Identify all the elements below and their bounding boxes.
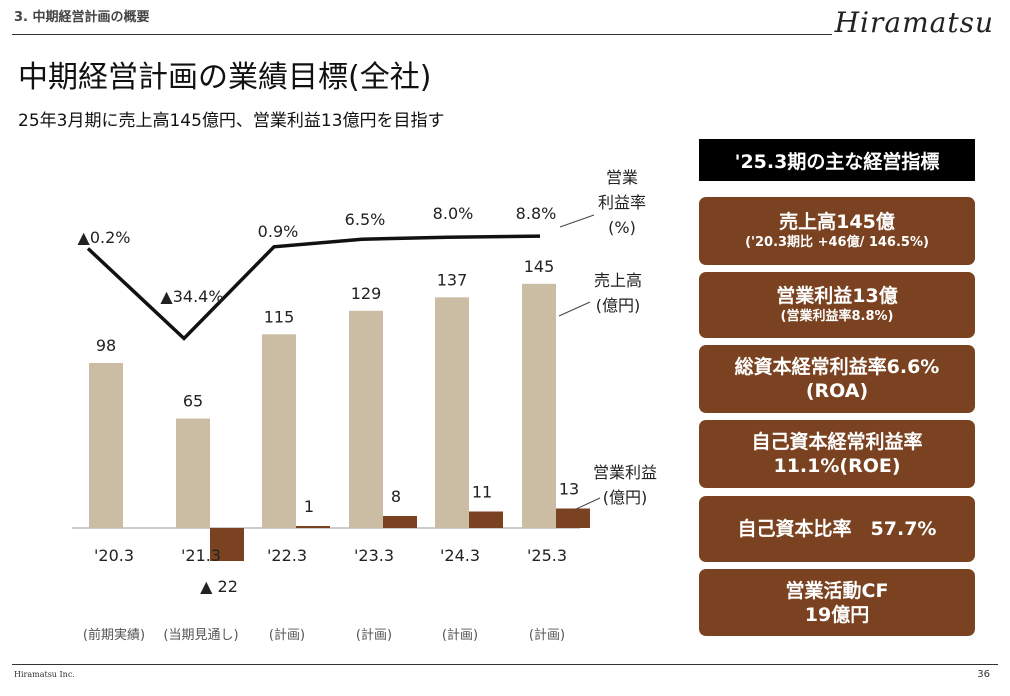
revenue-bar <box>522 283 556 528</box>
section-label: 3. 中期経営計画の概要 <box>14 10 150 25</box>
kpi-equity-ratio-value: 自己資本比率 57.7% <box>737 518 937 540</box>
kpi-roa: 総資本経常利益率6.6% (ROA) <box>699 345 975 413</box>
profit-legend-label: 営業利益 <box>593 463 657 482</box>
x-tick-label: '25.3 <box>527 546 567 565</box>
margin-point-label: ▲34.4% <box>160 287 223 306</box>
revenue-bar-label: 145 <box>524 257 555 276</box>
profit-bar <box>469 511 503 528</box>
kpi-operating-profit: 営業利益13億 (営業利益率8.8%) <box>699 272 975 338</box>
margin-point-label: 8.8% <box>516 204 557 223</box>
kpi-operating-cf-value: 19億円 <box>804 603 870 626</box>
page-title: 中期経営計画の業績目標(全社) <box>18 60 432 95</box>
revenue-legend-label: 売上高 <box>594 271 642 290</box>
margin-legend-unit: (%) <box>608 218 636 237</box>
kpi-roa-value: 総資本経常利益率6.6% <box>734 356 940 378</box>
kpi-roe-value: 11.1%(ROE) <box>773 455 901 477</box>
margin-point-label: 0.9% <box>258 222 299 241</box>
kpi-roe: 自己資本経常利益率 11.1%(ROE) <box>699 420 975 488</box>
profit-bar <box>556 508 590 528</box>
kpi-header: '25.3期の主な経営指標 <box>699 139 975 181</box>
footer-divider <box>12 664 998 665</box>
profit-bar <box>296 526 330 528</box>
kpi-roa-label: (ROA) <box>805 380 869 402</box>
x-category-note: (計画) <box>442 627 478 643</box>
revenue-bar <box>349 310 383 528</box>
kpi-revenue: 売上高145億 ('20.3期比 +46億/ 146.5%) <box>699 197 975 265</box>
profit-bar-label: ▲ 22 <box>200 577 238 596</box>
kpi-roe-label: 自己資本経常利益率 <box>751 431 923 453</box>
company-logo: Hiramatsu <box>834 6 994 39</box>
revenue-bar-label: 137 <box>437 270 468 289</box>
x-tick-label: '23.3 <box>354 546 394 565</box>
revenue-bar-label: 129 <box>351 284 382 303</box>
x-category-note: (計画) <box>356 627 392 643</box>
footer-company: Hiramatsu Inc. <box>14 670 75 679</box>
revenue-bar <box>176 418 210 528</box>
revenue-legend-unit: (億円) <box>596 296 641 315</box>
margin-legend-label: 利益率 <box>598 193 646 212</box>
profit-bar <box>210 528 244 561</box>
operating-margin-line <box>86 234 541 341</box>
page-number: 36 <box>977 669 990 680</box>
profit-bar-label: 8 <box>391 487 401 506</box>
x-category-note: (当期見通し) <box>163 628 238 643</box>
kpi-operating-profit-note: (営業利益率8.8%) <box>780 309 894 324</box>
revenue-bar-label: 98 <box>96 336 116 355</box>
margin-legend-leader <box>559 214 595 228</box>
x-tick-label: '22.3 <box>267 546 307 565</box>
revenue-legend-leader <box>558 301 591 317</box>
profit-bar-label: 1 <box>304 497 314 516</box>
margin-point-label: 6.5% <box>345 210 386 229</box>
margin-point-label: ▲0.2% <box>78 228 131 247</box>
profit-bar-label: 13 <box>559 480 579 499</box>
page-subtitle: 25年3月期に売上高145億円、営業利益13億円を目指す <box>18 111 445 131</box>
profit-bar-label: 11 <box>472 483 492 502</box>
profit-bar <box>383 516 417 528</box>
x-tick-label: '21.3 <box>181 546 221 565</box>
margin-legend-label: 営業 <box>606 168 638 187</box>
profit-legend-unit: (億円) <box>603 488 648 507</box>
x-tick-label: '20.3 <box>94 546 134 565</box>
kpi-equity-ratio: 自己資本比率 57.7% <box>699 496 975 562</box>
header-divider <box>12 34 832 35</box>
x-tick-label: '24.3 <box>440 546 480 565</box>
x-category-note: (計画) <box>529 627 565 643</box>
kpi-operating-cf: 営業活動CF 19億円 <box>699 569 975 636</box>
performance-chart: 98 '20.3 (前期実績) 65 ▲ 22 '21.3 (当期見通し) 115 1 '22.3… <box>72 168 657 643</box>
profit-legend-leader <box>573 497 601 511</box>
margin-point-label: 8.0% <box>433 204 474 223</box>
revenue-bar <box>435 297 469 528</box>
x-category-note: (前期実績) <box>83 627 145 643</box>
kpi-revenue-value: 売上高145億 <box>779 211 895 233</box>
revenue-bar <box>89 362 123 528</box>
kpi-operating-cf-label: 営業活動CF <box>785 579 889 602</box>
revenue-bar <box>262 334 296 528</box>
kpi-revenue-note: ('20.3期比 +46億/ 146.5%) <box>745 235 929 250</box>
kpi-operating-profit-value: 営業利益13億 <box>776 285 898 307</box>
revenue-bar-label: 115 <box>264 307 295 326</box>
revenue-bar-label: 65 <box>183 392 203 411</box>
x-category-note: (計画) <box>269 627 305 643</box>
